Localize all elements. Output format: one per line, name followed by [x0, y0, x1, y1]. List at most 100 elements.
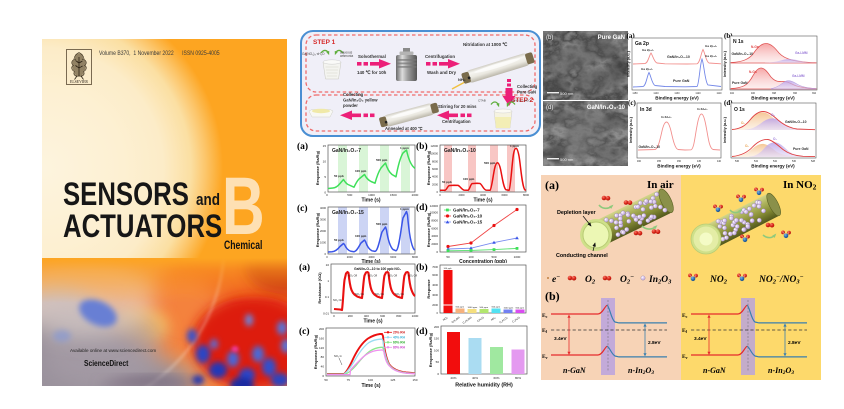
- svg-text:40: 40: [321, 365, 325, 369]
- svg-text:Nitridation at 1000 ℃: Nitridation at 1000 ℃: [463, 42, 507, 47]
- svg-text:CH₂O: CH₂O: [476, 315, 485, 323]
- svg-text:500 ppm: 500 ppm: [456, 307, 465, 309]
- svg-text:4000: 4000: [431, 234, 438, 238]
- svg-text:7000: 7000: [432, 265, 438, 269]
- svg-text:Ga 2p₁/₂: Ga 2p₁/₂: [641, 67, 653, 71]
- svg-text:60% RH: 60% RH: [393, 341, 406, 345]
- svg-text:In2O3: In2O3: [648, 275, 672, 286]
- svg-text:Response (Ra/Rg): Response (Ra/Rg): [313, 334, 318, 369]
- svg-text:500 nm: 500 nm: [560, 91, 574, 96]
- svg-text:440: 440: [717, 160, 722, 163]
- svg-text:Ga 2p₃/₂: Ga 2p₃/₂: [705, 54, 718, 58]
- svg-text:4000: 4000: [480, 193, 486, 197]
- svg-text:1 ppm: 1 ppm: [400, 207, 409, 211]
- svg-text:0: 0: [326, 255, 328, 259]
- svg-text:Time (s): Time (s): [473, 198, 492, 204]
- svg-text:50 ppb: 50 ppb: [334, 174, 344, 178]
- svg-text:1000: 1000: [514, 255, 521, 259]
- svg-text:NO₂ Off: NO₂ Off: [368, 274, 377, 278]
- svg-text:Ef: Ef: [682, 328, 688, 334]
- svg-text:(c): (c): [297, 203, 308, 214]
- svg-text:In NO2: In NO2: [783, 179, 817, 192]
- svg-text:80%: 80%: [515, 376, 521, 380]
- svg-text:20%: 20%: [450, 376, 456, 380]
- svg-text:GaN/In₂O₃-10: GaN/In₂O₃-10: [667, 55, 690, 59]
- svg-text:Centrifugation: Centrifugation: [442, 119, 471, 124]
- svg-text:(d): (d): [546, 105, 553, 111]
- svg-text:n-In2O3: n-In2O3: [768, 366, 794, 376]
- svg-text:3000: 3000: [320, 217, 326, 221]
- svg-text:(c): (c): [299, 326, 310, 337]
- svg-text:ammonia: ammonia: [340, 54, 353, 58]
- svg-text:200: 200: [319, 327, 324, 331]
- svg-text:Pure GaN: Pure GaN: [732, 81, 748, 85]
- svg-text:(b): (b): [545, 289, 560, 303]
- svg-text:C₂H₂O₂: C₂H₂O₂: [499, 316, 509, 325]
- svg-text:Response (Ra/Rg): Response (Ra/Rg): [428, 332, 433, 367]
- svg-text:0: 0: [437, 311, 439, 315]
- svg-text:Intensity (a.u.): Intensity (a.u.): [627, 50, 631, 76]
- svg-text:n-GaN: n-GaN: [563, 366, 587, 375]
- svg-text:2000: 2000: [431, 242, 438, 246]
- svg-text:2000: 2000: [459, 193, 465, 197]
- svg-text:80% RH: 80% RH: [393, 346, 406, 350]
- svg-text:150: 150: [434, 337, 439, 341]
- svg-text:1 ppm: 1 ppm: [400, 146, 409, 150]
- svg-text:4000: 4000: [320, 206, 326, 210]
- svg-text:NO₂ Off: NO₂ Off: [348, 274, 357, 278]
- svg-text:O2: O2: [585, 275, 596, 286]
- svg-text:Depletion layer: Depletion layer: [557, 210, 597, 216]
- svg-text:GaN/In₂O₃-10: GaN/In₂O₃-10: [444, 148, 476, 154]
- svg-text:Binding energy (eV): Binding energy (eV): [751, 96, 795, 101]
- svg-text:5: 5: [324, 175, 326, 179]
- svg-text:398: 398: [772, 92, 777, 95]
- svg-text:1 ppm: 1 ppm: [510, 144, 519, 148]
- svg-text:394: 394: [812, 92, 817, 95]
- svg-text:3000: 3000: [432, 293, 438, 297]
- svg-text:6000: 6000: [432, 167, 438, 171]
- svg-text:GaN/In₂O₃-7: GaN/In₂O₃-7: [332, 148, 361, 154]
- svg-text:8000: 8000: [432, 159, 438, 163]
- svg-text:Pure GaN: Pure GaN: [673, 79, 690, 83]
- svg-text:Intensity (a.u.): Intensity (a.u.): [723, 50, 727, 76]
- svg-text:4000: 4000: [432, 283, 438, 287]
- svg-text:0.01: 0.01: [323, 312, 329, 316]
- svg-text:O₁: O₁: [771, 113, 775, 117]
- svg-text:10000: 10000: [431, 152, 439, 156]
- svg-text:100 ppb: 100 ppb: [444, 268, 453, 270]
- svg-text:Oᵥ: Oᵥ: [741, 121, 745, 125]
- svg-text:125: 125: [390, 378, 395, 382]
- svg-text:powder: powder: [343, 103, 358, 108]
- svg-text:NO₂ On: NO₂ On: [375, 292, 385, 296]
- svg-text:NH₃: NH₃: [458, 77, 466, 82]
- svg-text:Intensity (a.u.): Intensity (a.u.): [723, 116, 727, 142]
- svg-text:CH₃OH: CH₃OH: [451, 316, 461, 325]
- svg-text:NH₃: NH₃: [490, 316, 497, 322]
- svg-text:50: 50: [436, 360, 440, 364]
- svg-text:Centrifugation: Centrifugation: [425, 54, 455, 59]
- svg-text:GaN/In₂O₃-10: GaN/In₂O₃-10: [639, 145, 661, 149]
- svg-text:NO₂ On: NO₂ On: [333, 298, 343, 302]
- svg-text:100 ppb: 100 ppb: [463, 177, 475, 181]
- svg-text:2000: 2000: [320, 229, 326, 233]
- svg-text:Ga 2p₁/₂: Ga 2p₁/₂: [642, 48, 654, 52]
- svg-text:50 ppb: 50 ppb: [442, 180, 452, 184]
- svg-text:(b): (b): [416, 141, 428, 152]
- svg-text:0: 0: [437, 190, 439, 194]
- svg-text:1000 ppm: 1000 ppm: [504, 308, 514, 310]
- svg-text:0: 0: [439, 193, 441, 197]
- svg-text:Pure GaN: Pure GaN: [598, 35, 625, 41]
- svg-text:NO₂ On: NO₂ On: [355, 292, 365, 296]
- svg-text:8000: 8000: [431, 219, 438, 223]
- svg-text:445: 445: [697, 160, 702, 163]
- svg-text:Collecting: Collecting: [343, 92, 364, 97]
- svg-text:3.4eV: 3.4eV: [694, 336, 707, 342]
- svg-text:120: 120: [319, 346, 324, 350]
- svg-text:528: 528: [811, 160, 816, 163]
- svg-text:GaN/In₂O₃ yellow: GaN/In₂O₃ yellow: [343, 98, 378, 103]
- svg-text:6000: 6000: [390, 255, 396, 259]
- svg-text:10: 10: [326, 263, 330, 267]
- svg-text:e−: e−: [552, 274, 560, 285]
- svg-text:50: 50: [324, 378, 328, 382]
- svg-text:4000: 4000: [369, 255, 375, 259]
